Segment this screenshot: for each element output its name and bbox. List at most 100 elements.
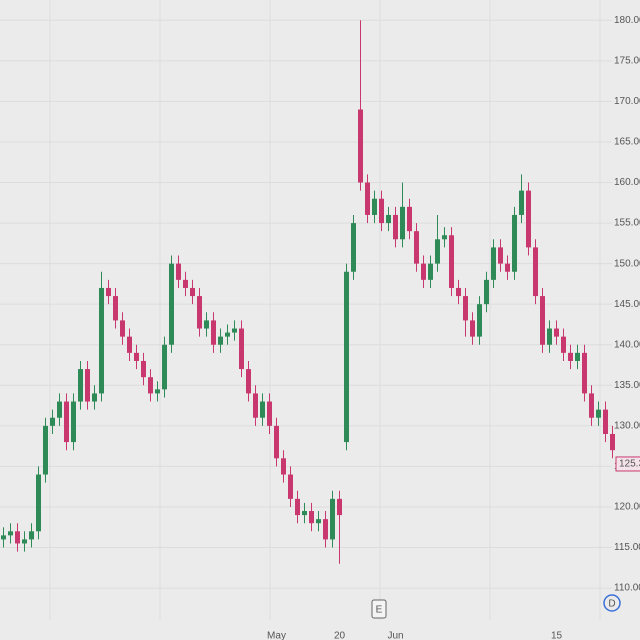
candle-body <box>50 417 55 426</box>
candle-body <box>43 425 48 475</box>
x-tick-label: Jun <box>387 631 403 640</box>
candle-body <box>8 531 13 536</box>
candle-body <box>169 263 174 345</box>
candle-body <box>57 401 62 418</box>
candle-body <box>421 263 426 280</box>
event-marker: E <box>376 605 383 616</box>
candle-body <box>407 206 412 232</box>
y-tick-label: 155.00 <box>614 218 640 229</box>
candle-body <box>358 109 363 183</box>
candle-body <box>190 287 195 297</box>
candle-body <box>561 336 566 353</box>
candle-body <box>295 498 300 516</box>
candle-body <box>540 296 545 345</box>
candle-body <box>351 223 356 272</box>
candle-body <box>512 214 517 272</box>
logo-circle <box>603 594 621 612</box>
candle-body <box>176 263 181 280</box>
candle-body <box>85 369 90 402</box>
candle-body <box>365 182 370 215</box>
candle-body <box>428 263 433 280</box>
y-tick-label: 120.00 <box>614 502 640 513</box>
candle-body <box>393 214 398 240</box>
candle-body <box>533 247 538 297</box>
candle-body <box>36 474 41 532</box>
candle-body <box>463 296 468 321</box>
y-tick-label: 140.00 <box>614 339 640 350</box>
candle-body <box>491 247 496 280</box>
x-tick-label: May <box>267 631 286 640</box>
event-marker-box <box>371 599 387 619</box>
candle-body <box>232 328 237 333</box>
candle-body <box>22 539 27 544</box>
candle-body <box>316 519 321 524</box>
candle-body <box>29 531 34 540</box>
candle-body <box>330 498 335 540</box>
candle-body <box>162 344 167 390</box>
candle-body <box>526 190 531 248</box>
y-tick-label: 130.00 <box>614 420 640 431</box>
candle-body <box>281 458 286 475</box>
candle-body <box>498 247 503 264</box>
candle-body <box>274 425 279 459</box>
candle-body <box>582 352 587 394</box>
candle-body <box>610 433 615 451</box>
y-tick-label: 145.00 <box>614 299 640 310</box>
candle-body <box>442 235 447 240</box>
candle-body <box>554 328 559 337</box>
candle-body <box>449 235 454 288</box>
candle-body <box>337 498 342 516</box>
candle-body <box>288 474 293 499</box>
candle-body <box>603 409 608 434</box>
y-tick-label: 160.00 <box>614 177 640 188</box>
candle-body <box>372 198 377 215</box>
x-tick-label: 15 <box>551 631 563 640</box>
candle-body <box>246 369 251 394</box>
x-tick-label: 20 <box>334 631 346 640</box>
candle-body <box>218 336 223 345</box>
candle-body <box>596 409 601 418</box>
candle-body <box>260 401 265 418</box>
candle-body <box>197 296 202 329</box>
candle-body <box>379 198 384 224</box>
candle-body <box>106 287 111 297</box>
candle-body <box>414 231 419 264</box>
logo: D <box>608 599 615 610</box>
candle-body <box>239 328 244 370</box>
candle-body <box>519 190 524 215</box>
candle-body <box>309 511 314 524</box>
candle-body <box>484 279 489 305</box>
candle-body <box>456 287 461 297</box>
candle-body <box>470 320 475 337</box>
candle-body <box>134 352 139 361</box>
candle-body <box>64 401 69 443</box>
candle-body <box>113 296 118 321</box>
y-tick-label: 115.00 <box>614 542 640 553</box>
candle-body <box>477 304 482 337</box>
price-label: 125.3 <box>619 459 640 470</box>
candle-body <box>155 389 160 394</box>
candle-body <box>204 320 209 329</box>
candle-body <box>99 287 104 394</box>
y-tick-label: 175.00 <box>614 55 640 66</box>
candle-body <box>400 206 405 240</box>
candle-body <box>71 401 76 443</box>
candle-body <box>148 377 153 394</box>
candle-body <box>120 320 125 337</box>
candle-body <box>267 401 272 426</box>
candle-body <box>141 360 146 378</box>
candle-body <box>127 336 132 353</box>
candle-body <box>225 332 230 337</box>
candle-body <box>589 393 594 418</box>
price-label-box <box>615 456 640 472</box>
candle-body <box>505 263 510 272</box>
candle-body <box>344 271 349 443</box>
candle-body <box>323 519 328 540</box>
candle-body <box>15 531 20 544</box>
candle-body <box>575 352 580 361</box>
y-tick-label: 180.00 <box>614 15 640 26</box>
candle-body <box>568 352 573 361</box>
y-tick-label: 110.00 <box>614 583 640 594</box>
